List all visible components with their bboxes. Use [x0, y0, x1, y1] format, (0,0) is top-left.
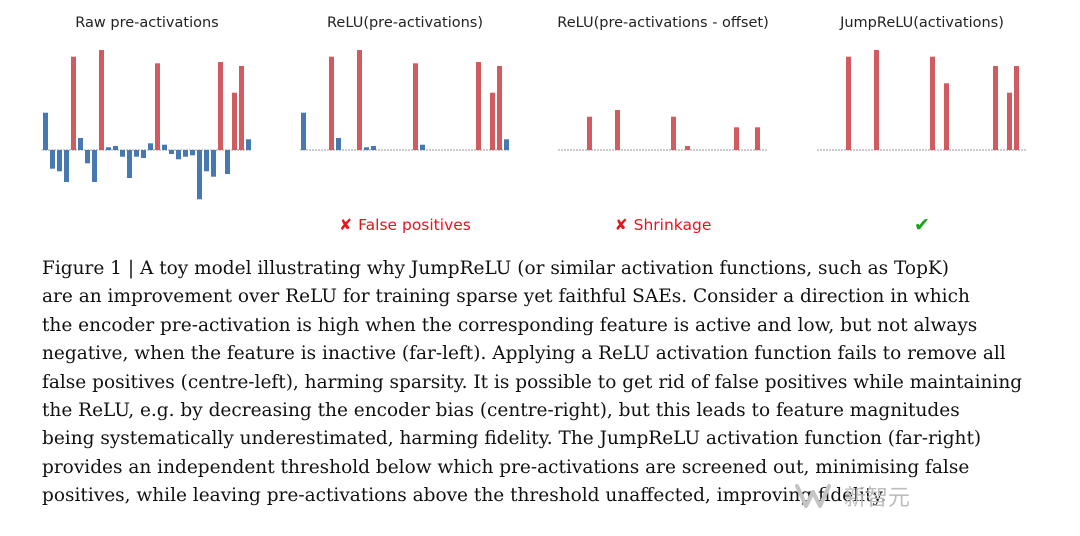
- figure-caption: Figure 1 | A toy model illustrating why …: [42, 255, 1042, 511]
- watermark-text: 新智元: [844, 486, 911, 511]
- bar: [504, 139, 509, 150]
- bar: [413, 63, 418, 150]
- verdict-false-positives: ✘ False positives: [275, 216, 535, 234]
- caption-line: are an improvement over ReLU for trainin…: [42, 286, 970, 308]
- caption-line: the encoder pre-activation is high when …: [42, 314, 978, 336]
- bar: [71, 56, 76, 151]
- bar: [846, 56, 851, 151]
- bar: [50, 150, 55, 169]
- caption-line: the ReLU, e.g. by decreasing the encoder…: [42, 400, 960, 422]
- bar: [930, 56, 935, 151]
- bar: [364, 147, 369, 150]
- caption-line: negative, when the feature is inactive (…: [42, 343, 1006, 365]
- caption-line: provides an independent threshold below …: [42, 456, 970, 478]
- verdict-ok: ✔: [792, 214, 1052, 236]
- bar: [336, 138, 341, 150]
- bar: [211, 150, 216, 177]
- bar: [993, 66, 998, 150]
- bar: [301, 112, 306, 150]
- bar: [587, 116, 592, 150]
- bar: [99, 50, 104, 150]
- wechat-channel-icon: [795, 484, 831, 508]
- bar: [176, 150, 181, 160]
- bar: [120, 150, 125, 157]
- bar: [141, 150, 146, 158]
- bar: [134, 150, 139, 157]
- bar: [490, 92, 495, 150]
- bar: [204, 150, 209, 172]
- bar: [755, 127, 760, 150]
- panel-title-jumprelu: JumpReLU(activations): [840, 15, 1004, 31]
- bar: [329, 56, 334, 151]
- bar: [43, 112, 48, 150]
- verdict-label: False positives: [358, 216, 471, 234]
- bar: [127, 150, 132, 178]
- panel-title-raw: Raw pre-activations: [75, 15, 219, 31]
- caption-line: Figure 1 | A toy model illustrating why …: [42, 258, 949, 279]
- bar: [246, 139, 251, 150]
- bar: [57, 150, 62, 172]
- bar: [155, 63, 160, 150]
- bar: [85, 150, 90, 164]
- caption-line: positives, while leaving pre-activations…: [42, 485, 887, 507]
- bar: [874, 50, 879, 150]
- bar: [190, 150, 195, 156]
- bar: [371, 146, 376, 150]
- bar: [685, 146, 690, 150]
- bar: [239, 66, 244, 150]
- bar: [734, 127, 739, 150]
- bar: [420, 144, 425, 150]
- bar: [148, 143, 153, 150]
- bar: [497, 66, 502, 150]
- bar: [169, 150, 174, 154]
- bar: [671, 116, 676, 150]
- bar: [218, 62, 223, 150]
- bar: [944, 83, 949, 150]
- check-icon: ✔: [914, 214, 930, 236]
- bar: [162, 144, 167, 150]
- verdict-label: Shrinkage: [633, 216, 712, 234]
- bar: [615, 110, 620, 150]
- bar: [64, 150, 69, 182]
- cross-icon: ✘: [339, 216, 353, 234]
- bar: [1007, 92, 1012, 150]
- verdict-shrinkage: ✘ Shrinkage: [533, 216, 793, 234]
- bar: [232, 92, 237, 150]
- bar: [1014, 66, 1019, 150]
- bar: [92, 150, 97, 182]
- panel-title-relu-offset: ReLU(pre-activations - offset): [557, 15, 769, 31]
- caption-line: being systematically underestimated, har…: [42, 428, 982, 450]
- bar: [197, 150, 202, 200]
- caption-line: false positives (centre-left), harming s…: [42, 371, 1023, 393]
- cross-icon: ✘: [614, 216, 628, 234]
- bar: [476, 62, 481, 150]
- charts-svg: [42, 50, 1027, 200]
- bar: [113, 146, 118, 150]
- panel-title-relu: ReLU(pre-activations): [327, 15, 483, 31]
- bar: [357, 50, 362, 150]
- bar: [106, 147, 111, 150]
- watermark: 新智元: [794, 478, 910, 514]
- bar: [225, 150, 230, 174]
- bar: [183, 150, 188, 157]
- bar: [78, 138, 83, 150]
